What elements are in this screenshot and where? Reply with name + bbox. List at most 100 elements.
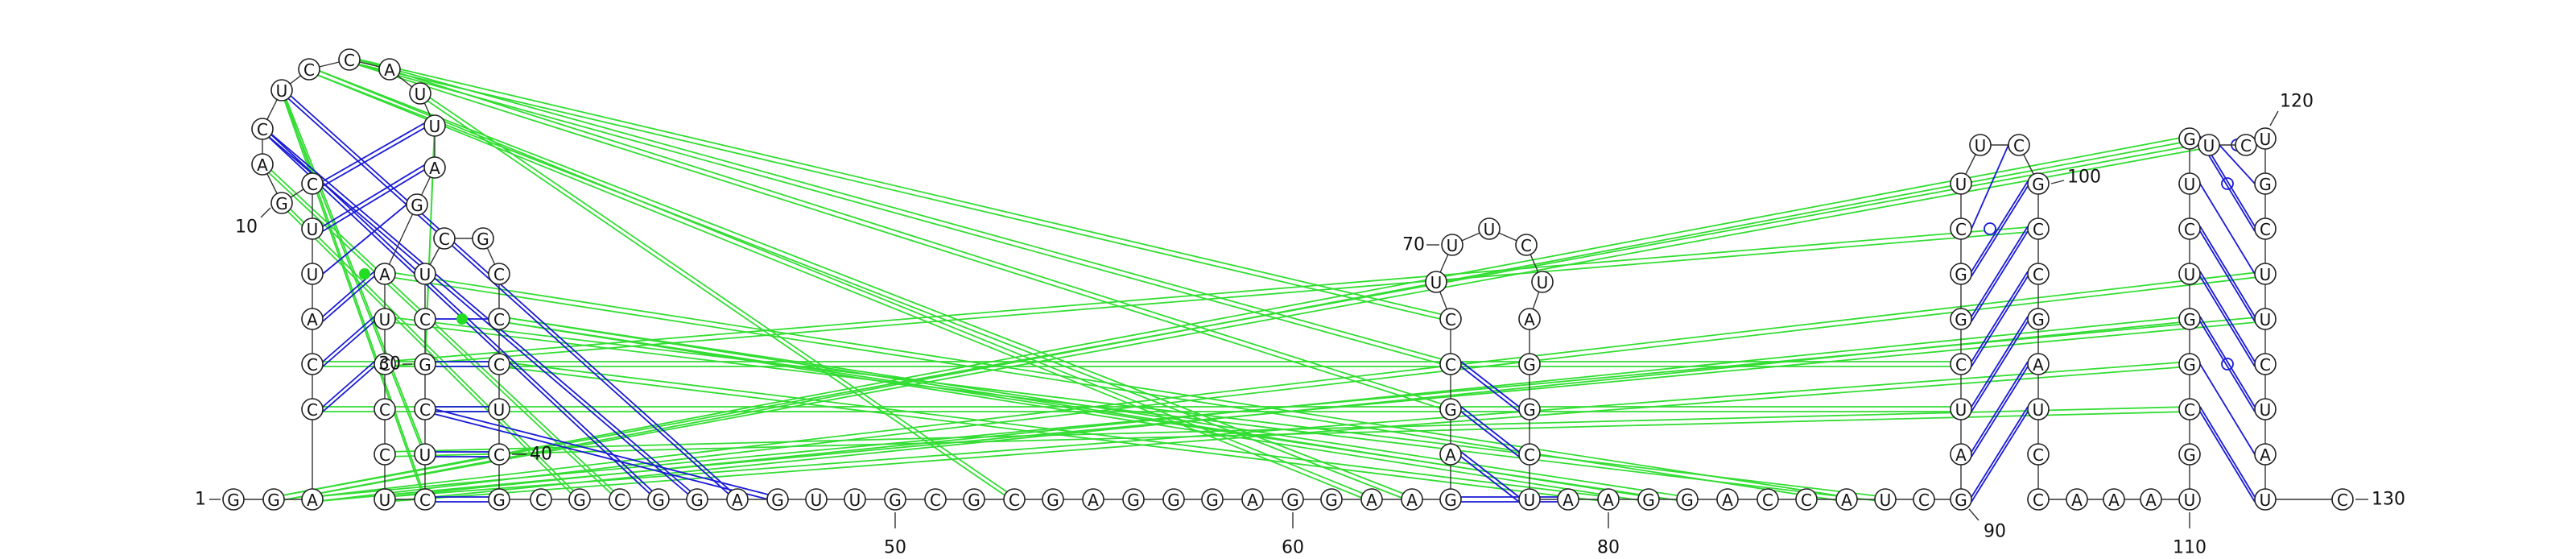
nucleotide: G <box>406 193 428 216</box>
nucleotide-base: U <box>1430 273 1443 292</box>
nucleotide: U <box>2178 263 2201 285</box>
base-pair <box>2199 271 2256 362</box>
nucleotide-circle <box>1874 488 1897 511</box>
nucleotide-circle <box>2027 308 2050 330</box>
nucleotide-circle <box>301 263 324 285</box>
nucleotide-base: C <box>419 310 431 329</box>
nucleotide-circle <box>2027 172 2050 195</box>
nucleotide-base: A <box>1524 310 1535 329</box>
nucleotide: C <box>1518 443 1541 466</box>
tertiary-interaction <box>349 56 1451 408</box>
nucleotide-base: A <box>1247 491 1258 510</box>
nucleotide-circle <box>726 488 749 511</box>
nucleotide: C <box>1003 488 1026 511</box>
nucleotide: A <box>726 488 749 511</box>
nucleotide-base: G <box>573 491 586 510</box>
nucleotide-base: G <box>1955 491 1967 510</box>
nucleotide-circle <box>1676 488 1699 511</box>
nucleotide-circle <box>530 488 552 511</box>
nucleotide: G <box>884 488 906 511</box>
nucleotide-base: G <box>419 355 431 375</box>
nucleotide-base: G <box>652 491 665 510</box>
nucleotide: G <box>2178 308 2201 330</box>
nucleotide-base: U <box>2184 175 2196 194</box>
nucleotide-circle <box>1557 488 1579 511</box>
nucleotide-circle <box>1757 488 1779 511</box>
nucleotide: G <box>488 488 510 511</box>
tertiary-interaction <box>384 226 2039 362</box>
nucleotide-circle <box>262 488 285 511</box>
nucleotide-base: C <box>303 60 315 80</box>
nucleotide-circle <box>2140 488 2162 511</box>
nucleotide: A <box>2140 488 2162 511</box>
nucleotide: A <box>1082 488 1104 511</box>
nucleotide-base: A <box>1088 491 1099 510</box>
long-range-pair <box>281 87 738 498</box>
tertiary-interaction <box>498 361 1609 498</box>
nucleotide-base: G <box>771 491 784 510</box>
tertiary-interaction <box>384 230 2039 367</box>
nucleotide: G <box>1676 488 1699 511</box>
nucleotide: C <box>1515 234 1538 256</box>
position-label: 100 <box>2067 168 2101 188</box>
nucleotide: U <box>301 217 324 240</box>
nucleotide-base: G <box>1444 491 1457 510</box>
nucleotide: G <box>1439 488 1462 511</box>
nucleotide-base: A <box>1603 491 1614 510</box>
nucleotide-base: G <box>2183 130 2196 149</box>
nucleotide-base: C <box>419 400 431 420</box>
nucleotide-base: C <box>2033 445 2044 465</box>
nucleotide-circle <box>414 398 436 420</box>
position-label: 130 <box>2372 490 2405 510</box>
nucleotide: C <box>2178 217 2201 240</box>
nucleotide-base: C <box>307 400 318 420</box>
base-pair <box>2199 230 2256 322</box>
nucleotide-base: U <box>379 310 391 329</box>
nucleotide: G <box>963 488 985 511</box>
nucleotide-circle <box>1835 488 1858 511</box>
base-pair <box>322 127 425 187</box>
nucleotide: U <box>2254 398 2277 420</box>
tertiary-interaction <box>419 95 1015 503</box>
tertiary-interaction <box>384 321 1886 503</box>
nucleotide: U <box>414 443 436 466</box>
base-pair <box>1460 406 1520 453</box>
nucleotide-base: C <box>1918 491 1930 510</box>
nucleotide-circle <box>374 308 396 330</box>
nucleotide: C <box>374 398 396 420</box>
nucleotide-circle <box>1913 488 1935 511</box>
nucleotide-circle <box>844 488 866 511</box>
nucleotide: A <box>1360 488 1383 511</box>
position-label: 90 <box>1984 522 2006 542</box>
nucleotide: U <box>2027 398 2050 420</box>
nucleotide-base: U <box>1447 236 1459 255</box>
position-label: 40 <box>530 445 552 465</box>
nucleotide: G <box>1162 488 1185 511</box>
nucleotide-base: A <box>1955 445 1967 465</box>
nucleotide: A <box>1518 308 1541 330</box>
nucleotide-circle <box>2066 488 2088 511</box>
nucleotide-base: G <box>1167 491 1180 510</box>
nucleotide: A <box>423 156 446 179</box>
nucleotide: G <box>414 353 436 375</box>
nucleotide-base: U <box>379 491 391 510</box>
nucleotide-circle <box>423 114 446 137</box>
nucleotide: G <box>472 227 494 250</box>
nucleotide: G <box>2027 308 2050 330</box>
nucleotide: C <box>1950 353 1972 375</box>
nucleotide-base: G <box>968 491 980 510</box>
nucleotide-circle <box>2178 398 2201 420</box>
base-pair <box>322 122 425 182</box>
nucleotide: C <box>414 488 436 511</box>
tertiary-interactions <box>262 56 2266 503</box>
nucleotide-base: G <box>1325 491 1338 510</box>
nucleotide-circle <box>270 79 293 101</box>
nucleotide-circle <box>963 488 985 511</box>
nucleotide-base: G <box>2183 355 2196 375</box>
nucleotide-base: U <box>1955 175 1967 194</box>
nucleotide-base: U <box>849 491 861 510</box>
nucleotide: A <box>2254 443 2277 466</box>
nucleotide-circle <box>2103 488 2125 511</box>
nucleotide-circle <box>488 443 510 466</box>
